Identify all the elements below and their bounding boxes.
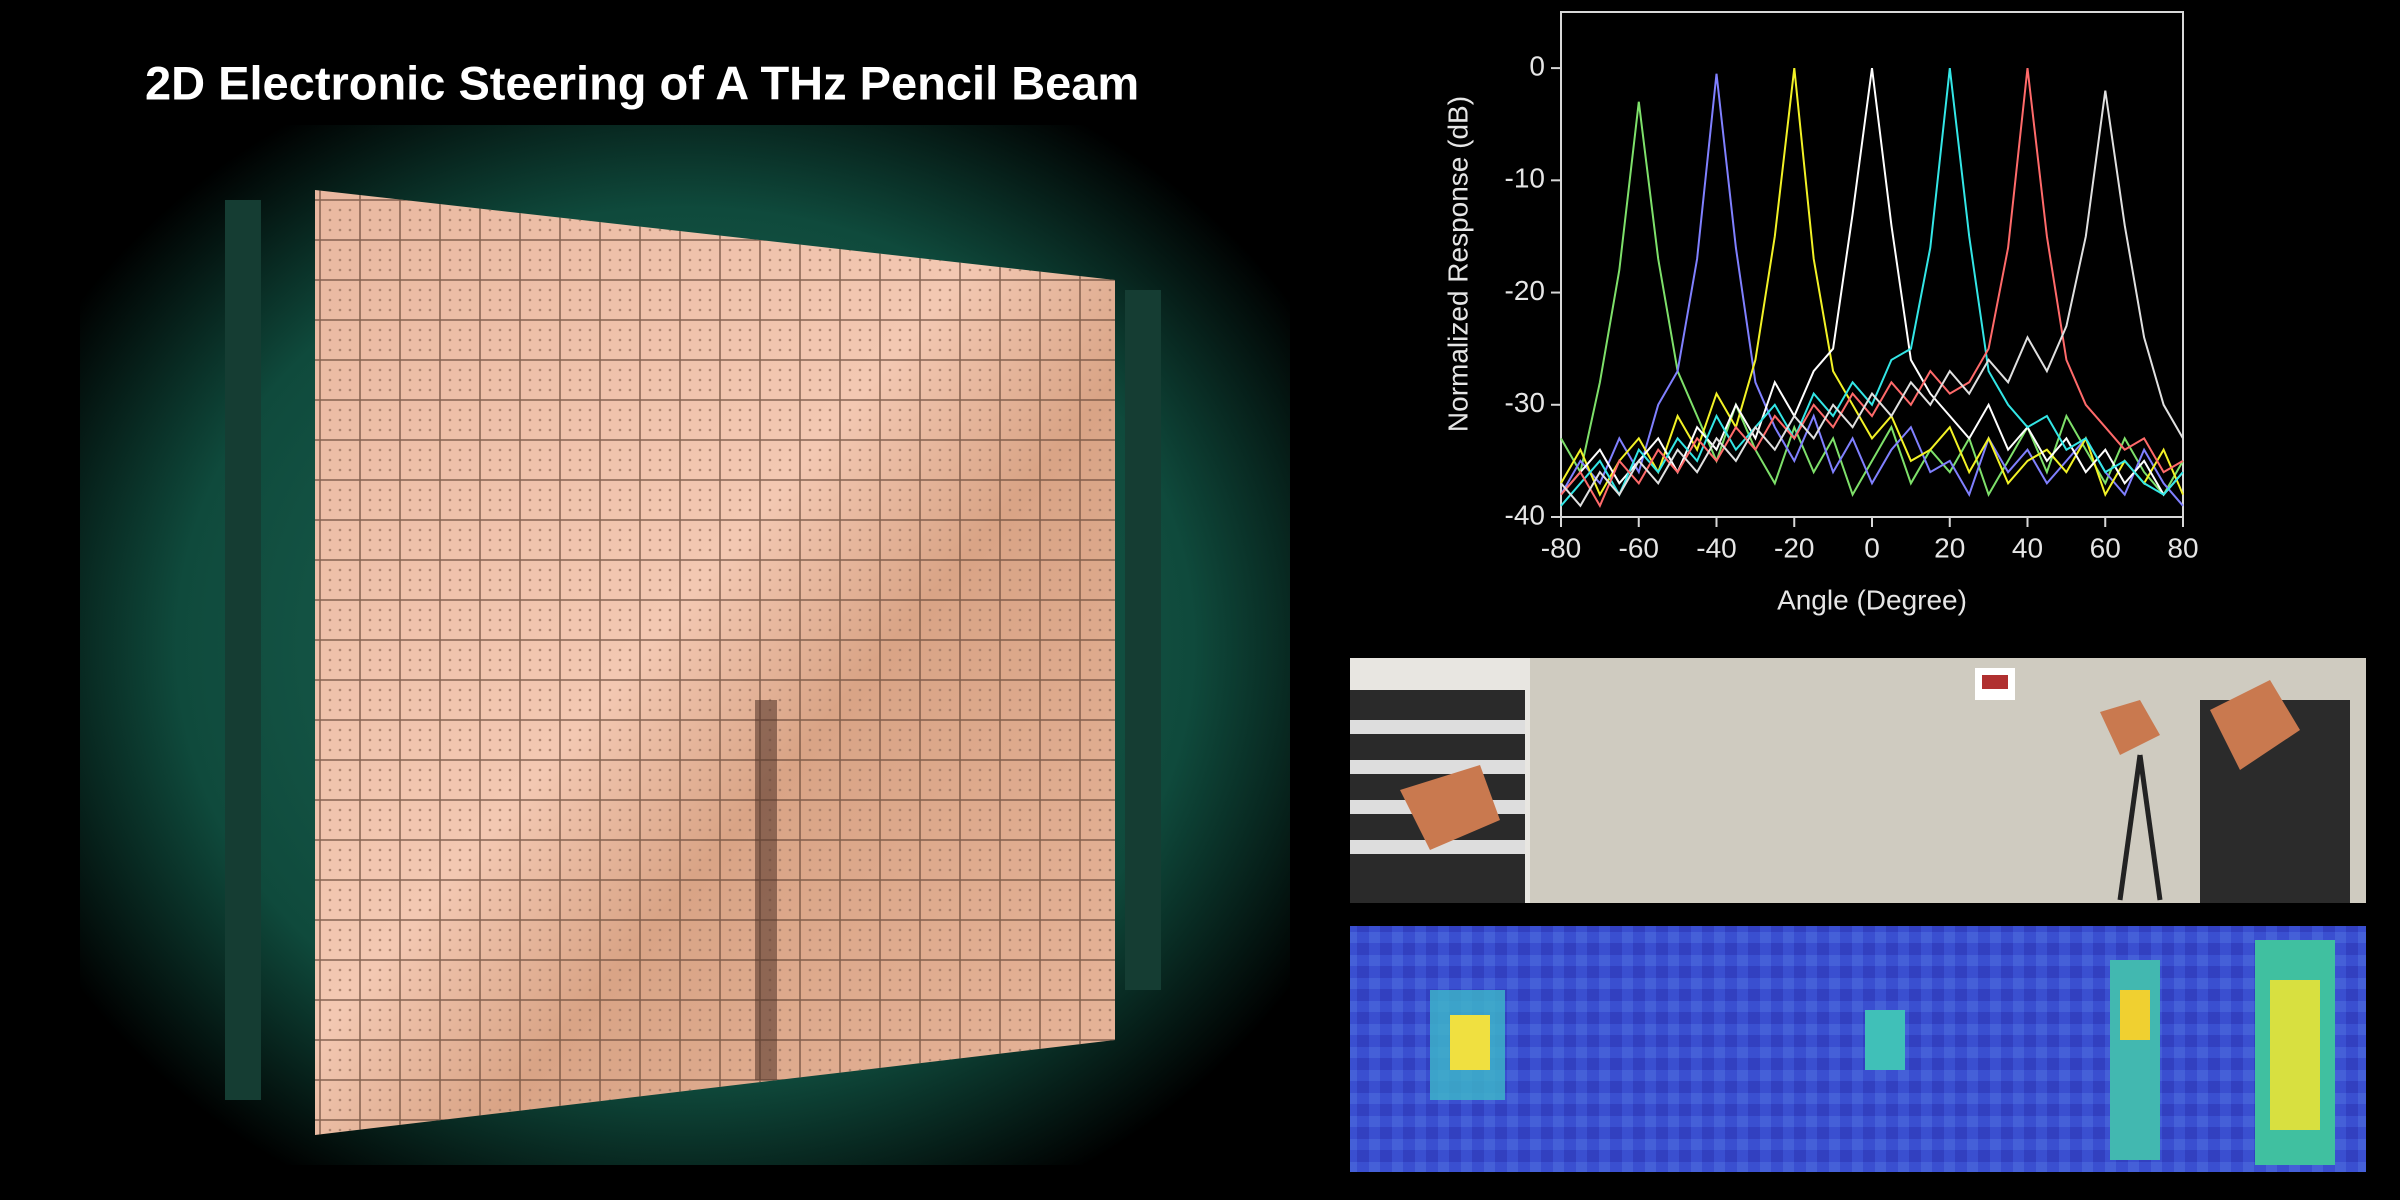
y-axis-label: Normalized Response (dB) xyxy=(1442,96,1473,432)
x-tick-label: -60 xyxy=(1619,532,1659,563)
x-tick-label: 80 xyxy=(2167,532,2198,563)
x-tick-label: -80 xyxy=(1541,532,1581,563)
beam-line xyxy=(1560,90,2184,508)
y-tick-label: -30 xyxy=(1505,387,1545,418)
beam-line xyxy=(1560,73,2184,507)
camera-photo xyxy=(1350,658,2366,903)
x-axis-label: Angle (Degree) xyxy=(1777,584,1967,615)
heatmap-image xyxy=(1350,926,2366,1172)
y-tick-label: -20 xyxy=(1505,275,1545,306)
pcb-components xyxy=(225,200,1161,1100)
beam-line xyxy=(1560,101,2184,497)
x-tick-label: 0 xyxy=(1864,532,1880,563)
x-tick-label: 20 xyxy=(1934,532,1965,563)
x-tick-label: 60 xyxy=(2090,532,2121,563)
y-tick-label: 0 xyxy=(1529,51,1545,82)
beam-chart: Normalized Response (dB) Angle (Degree) … xyxy=(1442,11,2199,615)
x-tick-label: -40 xyxy=(1696,532,1736,563)
beam-line xyxy=(1560,67,2184,497)
probe-shadow xyxy=(755,700,777,1080)
antenna-grid xyxy=(315,190,1115,1135)
beam-line xyxy=(1560,67,2184,507)
beam-line xyxy=(1560,67,2184,497)
x-tick-label: 40 xyxy=(2012,532,2043,563)
slide-title: 2D Electronic Steering of A THz Pencil B… xyxy=(145,56,1139,109)
plot-frame xyxy=(1560,11,2184,518)
beam-line xyxy=(1560,67,2184,509)
x-tick-label: -20 xyxy=(1774,532,1814,563)
y-tick-label: -10 xyxy=(1505,163,1545,194)
y-tick-label: -40 xyxy=(1505,499,1545,530)
